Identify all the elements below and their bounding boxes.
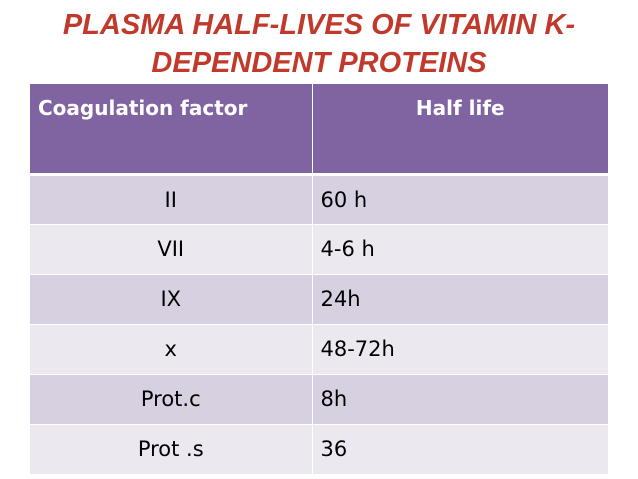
half-life-table: Coagulation factor Half life II 60 h VII… xyxy=(30,84,608,475)
half-life-cell: 8h xyxy=(312,374,608,425)
slide-title-line-2: DEPENDENT PROTEINS xyxy=(151,47,487,79)
factor-cell: IX xyxy=(30,274,313,325)
slide-title: PLASMA HALF-LIVES OF VITAMIN K- DEPENDEN… xyxy=(0,6,638,82)
table-row: Prot.c 8h xyxy=(30,374,608,425)
column-header-coagulation-factor: Coagulation factor xyxy=(30,84,313,176)
table-header-row: Coagulation factor Half life xyxy=(30,84,608,176)
half-life-cell: 36 xyxy=(312,424,608,475)
factor-cell: II xyxy=(30,174,313,225)
table-row: IX 24h xyxy=(30,274,608,325)
table-row: x 48-72h xyxy=(30,324,608,375)
half-life-cell: 48-72h xyxy=(312,324,608,375)
factor-cell: Prot.c xyxy=(30,374,313,425)
column-header-half-life: Half life xyxy=(312,84,608,176)
half-life-cell: 60 h xyxy=(312,174,608,225)
table-row: II 60 h xyxy=(30,174,608,225)
slide-title-line-1: PLASMA HALF-LIVES OF VITAMIN K- xyxy=(62,9,576,41)
table-row: VII 4-6 h xyxy=(30,224,608,275)
table-row: Prot .s 36 xyxy=(30,424,608,475)
factor-cell: x xyxy=(30,324,313,375)
factor-cell: Prot .s xyxy=(30,424,313,475)
half-life-cell: 4-6 h xyxy=(312,224,608,275)
half-life-cell: 24h xyxy=(312,274,608,325)
factor-cell: VII xyxy=(30,224,313,275)
